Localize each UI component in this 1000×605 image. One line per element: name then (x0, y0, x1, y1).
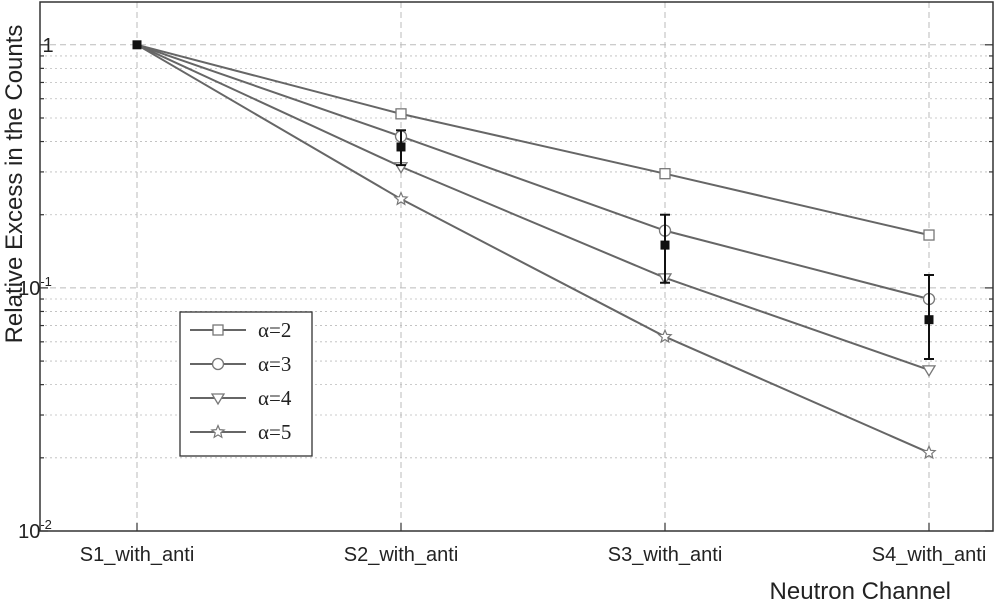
star-marker (210, 423, 226, 439)
x-tick-label: S2_with_anti (344, 544, 459, 566)
measured-point (660, 240, 670, 250)
legend-item: α=4 (190, 386, 292, 410)
legend-label: α=5 (258, 420, 291, 444)
x-axis-title: Neutron Channel (770, 578, 951, 605)
triangle-down-marker (921, 365, 937, 378)
y-tick-label: 1 (42, 35, 53, 57)
legend: α=2 α=3 α=4 α=5 (179, 311, 313, 457)
circle-marker (211, 357, 225, 371)
measured-point (132, 40, 142, 50)
x-tick-labels: S1_with_anti S2_with_anti S3_with_anti S4_w… (80, 544, 987, 566)
series-line-alpha-2 (136, 43, 930, 237)
star-marker (393, 190, 409, 206)
measured-point (924, 315, 934, 325)
series-line-alpha-5 (136, 43, 930, 454)
y-tick-label: 10-1 (18, 274, 52, 300)
triangle-down-marker (210, 393, 226, 406)
series-line-alpha-4 (136, 43, 930, 371)
x-tick-label: S1_with_anti (80, 544, 195, 566)
x-tick-label: S3_with_anti (608, 544, 723, 566)
star-marker (657, 328, 673, 344)
legend-label: α=4 (258, 386, 292, 410)
series-line-alpha-3 (136, 43, 930, 300)
y-tick-labels: 1 10-1 10-2 (18, 35, 53, 543)
y-axis-title: Relative Excess in the Counts (1, 25, 28, 344)
plot-frame (39, 1, 994, 532)
legend-item: α=2 (190, 318, 291, 342)
square-marker (395, 108, 407, 120)
square-marker (212, 324, 224, 336)
x-tick-label: S4_with_anti (872, 544, 987, 566)
legend-box (179, 311, 313, 457)
error-bars (132, 40, 934, 360)
square-marker (923, 229, 935, 241)
y-tick-label: 10-2 (18, 517, 52, 543)
grid (40, 2, 993, 532)
legend-item: α=3 (190, 352, 291, 376)
legend-label: α=2 (258, 318, 291, 342)
star-marker (921, 444, 937, 460)
measured-point (396, 142, 406, 152)
legend-item: α=5 (190, 420, 291, 444)
square-marker (659, 168, 671, 180)
legend-label: α=3 (258, 352, 291, 376)
